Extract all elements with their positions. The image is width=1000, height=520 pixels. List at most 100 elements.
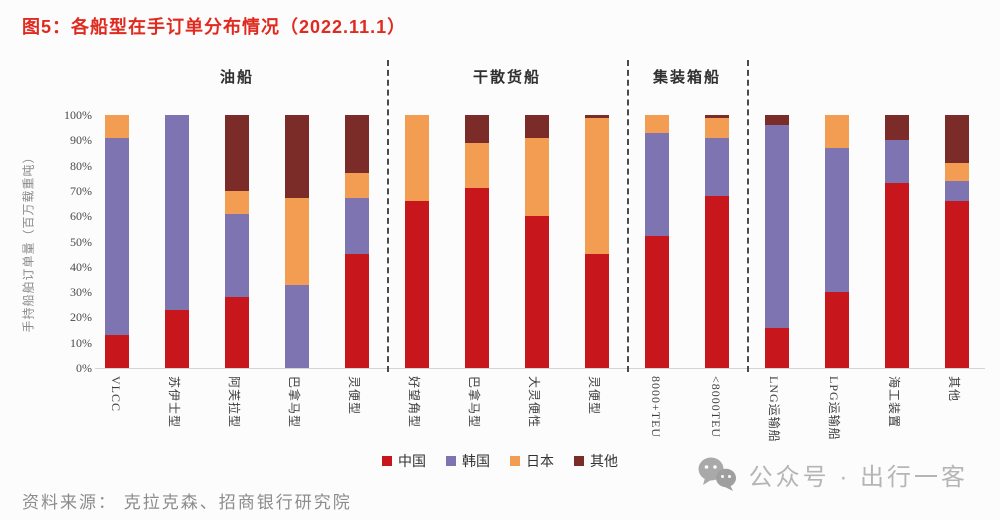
- legend-swatch-日本: [510, 456, 520, 466]
- legend-label-其他: 其他: [590, 455, 618, 470]
- group-header-集装箱船: 集装箱船: [652, 70, 722, 86]
- bar-segment-日本-好望角型: [405, 115, 429, 202]
- bar-segment-其他-LNG运输船: [765, 115, 789, 126]
- legend-item-韩国: 韩国: [446, 451, 490, 471]
- bar-segment-其他-巴拿马型: [285, 115, 309, 199]
- legend-label-日本: 日本: [526, 455, 554, 470]
- x-axis-label-<8000TEU: <8000TEU: [709, 376, 723, 439]
- bar-segment-日本-巴拿马型: [285, 198, 309, 285]
- bar-segment-韩国-<8000TEU: [705, 137, 729, 196]
- bar-segment-中国-好望角型: [405, 201, 429, 368]
- y-axis-tick: 90%: [70, 133, 92, 148]
- bar-segment-中国-LNG运输船: [765, 327, 789, 368]
- y-axis-tick: 10%: [70, 335, 92, 350]
- x-axis-label-灵便型: 灵便型: [347, 376, 361, 416]
- watermark-text: 公众号 · 出行一客: [748, 463, 968, 491]
- bar-segment-日本-<8000TEU: [705, 117, 729, 138]
- legend-label-韩国: 韩国: [462, 455, 490, 470]
- legend-swatch-韩国: [446, 456, 456, 466]
- group-separator: [747, 60, 749, 372]
- bar-segment-韩国-其他: [945, 180, 969, 201]
- bar-segment-韩国-巴拿马型: [285, 284, 309, 368]
- y-axis-tick: 30%: [70, 285, 92, 300]
- x-axis-label-其他: 其他: [947, 376, 961, 403]
- y-axis-title: 手持船舶订单量（百万载重吨）: [21, 150, 36, 333]
- y-axis-tick: 60%: [70, 209, 92, 224]
- bar-segment-中国-苏伊士型: [165, 309, 189, 368]
- legend-item-其他: 其他: [574, 451, 618, 471]
- watermark: 公众号 · 出行一客: [697, 456, 968, 492]
- x-axis-label-大灵便性: 大灵便性: [527, 376, 541, 429]
- bar-segment-其他-巴拿马型: [465, 115, 489, 143]
- x-axis-label-巴拿马型: 巴拿马型: [287, 376, 301, 429]
- x-axis-label-LNG运输船: LNG运输船: [767, 376, 781, 443]
- bar-segment-日本-灵便型: [345, 173, 369, 199]
- bar-segment-其他-阿芙拉型: [225, 115, 249, 191]
- bar-segment-日本-大灵便性: [525, 137, 549, 217]
- x-axis-label-海工装置: 海工装置: [887, 376, 901, 429]
- legend-swatch-中国: [382, 456, 392, 466]
- bar-segment-中国-VLCC: [105, 335, 129, 368]
- x-axis-label-LPG运输船: LPG运输船: [827, 376, 841, 441]
- y-axis-tick: 70%: [70, 183, 92, 198]
- bar-segment-韩国-VLCC: [105, 137, 129, 336]
- source-note: 资料来源： 克拉克森、招商银行研究院: [22, 493, 352, 512]
- bar-segment-中国-海工装置: [885, 183, 909, 368]
- legend-label-中国: 中国: [398, 455, 426, 470]
- bar-segment-韩国-LPG运输船: [825, 147, 849, 293]
- x-axis-line: [95, 368, 985, 369]
- legend-swatch-其他: [574, 456, 584, 466]
- x-axis-label-VLCC: VLCC: [109, 376, 123, 413]
- bar-segment-日本-LPG运输船: [825, 115, 849, 148]
- bar-segment-韩国-阿芙拉型: [225, 213, 249, 298]
- bar-segment-中国-大灵便性: [525, 216, 549, 368]
- bar-segment-中国-阿芙拉型: [225, 297, 249, 368]
- bar-segment-日本-灵便型: [585, 117, 609, 255]
- bar-segment-日本-VLCC: [105, 115, 129, 138]
- bar-segment-其他-灵便型: [585, 115, 609, 118]
- bar-segment-中国-<8000TEU: [705, 195, 729, 368]
- bar-segment-中国-8000+TEU: [645, 236, 669, 368]
- group-header-干散货船: 干散货船: [472, 70, 542, 86]
- bar-segment-韩国-灵便型: [345, 198, 369, 255]
- bar-segment-中国-LPG运输船: [825, 292, 849, 368]
- x-axis-label-苏伊士型: 苏伊士型: [167, 376, 181, 429]
- y-axis-tick: 0%: [76, 361, 92, 375]
- y-axis-tick: 20%: [70, 310, 92, 325]
- bar-segment-日本-巴拿马型: [465, 142, 489, 189]
- chart-legend: 中国 韩国 日本 其他: [0, 451, 1000, 471]
- bar-segment-其他-其他: [945, 115, 969, 164]
- bar-segment-其他-<8000TEU: [705, 115, 729, 118]
- y-axis-tick: 100%: [64, 108, 92, 122]
- bar-segment-其他-大灵便性: [525, 115, 549, 138]
- group-header-油船: 油船: [219, 70, 255, 86]
- y-axis-tick: 50%: [70, 234, 92, 249]
- bar-segment-日本-阿芙拉型: [225, 190, 249, 214]
- wechat-icon: [698, 457, 736, 491]
- bar-segment-韩国-LNG运输船: [765, 125, 789, 328]
- x-axis-label-8000+TEU: 8000+TEU: [649, 376, 663, 439]
- group-separator: [627, 60, 629, 372]
- bar-segment-其他-海工装置: [885, 115, 909, 141]
- bar-segment-其他-灵便型: [345, 115, 369, 174]
- bar-segment-日本-8000+TEU: [645, 115, 669, 133]
- x-axis-label-阿芙拉型: 阿芙拉型: [227, 376, 241, 429]
- bar-segment-日本-其他: [945, 163, 969, 181]
- x-axis-label-灵便型: 灵便型: [587, 376, 601, 416]
- group-separator: [387, 60, 389, 372]
- x-axis-label-巴拿马型: 巴拿马型: [467, 376, 481, 429]
- chart-title: 图5：各船型在手订单分布情况（2022.11.1）: [22, 17, 407, 37]
- legend-item-中国: 中国: [382, 451, 426, 471]
- bar-segment-韩国-8000+TEU: [645, 132, 669, 237]
- bar-segment-中国-其他: [945, 201, 969, 368]
- x-axis-label-好望角型: 好望角型: [407, 376, 421, 429]
- bar-segment-中国-巴拿马型: [465, 188, 489, 368]
- y-axis-tick: 40%: [70, 259, 92, 274]
- y-axis-tick: 80%: [70, 158, 92, 173]
- bar-segment-中国-灵便型: [345, 254, 369, 368]
- bar-segment-中国-灵便型: [585, 254, 609, 368]
- bar-segment-韩国-海工装置: [885, 140, 909, 184]
- bar-segment-韩国-苏伊士型: [165, 115, 189, 310]
